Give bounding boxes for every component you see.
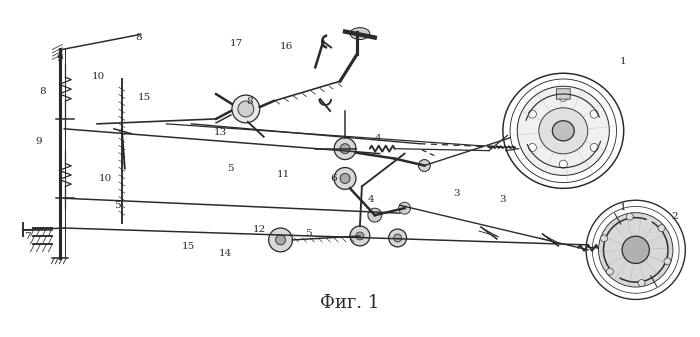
- Circle shape: [340, 174, 350, 183]
- Circle shape: [350, 226, 370, 246]
- Circle shape: [590, 144, 598, 152]
- Text: 8: 8: [135, 33, 141, 42]
- Ellipse shape: [517, 86, 609, 175]
- Circle shape: [340, 144, 350, 154]
- Circle shape: [334, 167, 356, 189]
- Text: 5: 5: [305, 229, 312, 239]
- Text: 5: 5: [228, 164, 234, 173]
- Text: Фиг. 1: Фиг. 1: [321, 295, 379, 312]
- Circle shape: [269, 228, 293, 252]
- Text: 4: 4: [368, 195, 374, 204]
- Text: 9: 9: [35, 137, 41, 146]
- Circle shape: [601, 235, 608, 242]
- Circle shape: [559, 93, 567, 101]
- Text: 12: 12: [253, 225, 266, 234]
- Ellipse shape: [598, 213, 673, 287]
- Text: 10: 10: [99, 175, 112, 183]
- Text: 3: 3: [453, 189, 460, 198]
- Text: 5: 5: [114, 201, 120, 210]
- Text: 1: 1: [620, 203, 626, 212]
- Circle shape: [664, 258, 671, 265]
- Ellipse shape: [622, 236, 650, 264]
- Text: 11: 11: [276, 170, 290, 179]
- Circle shape: [334, 138, 356, 160]
- Text: 15: 15: [182, 242, 195, 251]
- Text: 4: 4: [374, 134, 381, 143]
- Circle shape: [238, 101, 254, 117]
- Circle shape: [368, 208, 382, 222]
- Text: 14: 14: [218, 249, 232, 258]
- Circle shape: [393, 234, 402, 242]
- Ellipse shape: [350, 28, 370, 39]
- Circle shape: [356, 232, 364, 240]
- Text: 16: 16: [279, 42, 293, 51]
- Text: 8: 8: [246, 97, 253, 106]
- Circle shape: [232, 95, 260, 123]
- Circle shape: [389, 229, 407, 247]
- FancyBboxPatch shape: [556, 89, 570, 99]
- Text: 15: 15: [138, 93, 151, 101]
- Text: 6: 6: [330, 175, 337, 183]
- Circle shape: [528, 110, 536, 118]
- Circle shape: [276, 235, 286, 245]
- Ellipse shape: [539, 108, 588, 154]
- Circle shape: [419, 160, 430, 172]
- Text: 1: 1: [620, 57, 626, 66]
- Circle shape: [528, 144, 536, 152]
- Text: 9: 9: [57, 54, 63, 63]
- Circle shape: [398, 202, 410, 214]
- Text: 8: 8: [40, 87, 46, 96]
- Text: 17: 17: [230, 39, 244, 48]
- Text: 2: 2: [672, 212, 678, 221]
- Circle shape: [606, 268, 613, 275]
- Circle shape: [658, 225, 665, 232]
- Circle shape: [590, 110, 598, 118]
- Circle shape: [638, 280, 645, 286]
- Ellipse shape: [552, 121, 574, 141]
- Text: 3: 3: [500, 195, 506, 204]
- Text: 13: 13: [214, 128, 227, 137]
- Text: 7: 7: [24, 233, 30, 241]
- Text: 10: 10: [91, 72, 104, 81]
- Circle shape: [559, 160, 567, 168]
- Circle shape: [626, 213, 634, 220]
